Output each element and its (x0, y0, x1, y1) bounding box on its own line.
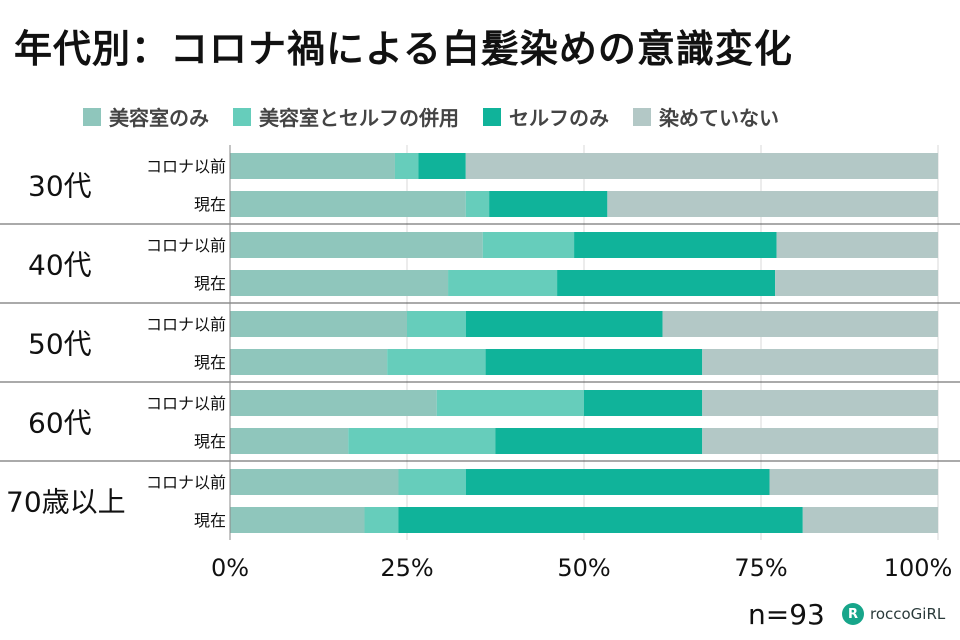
legend-label: 染めていない (659, 106, 779, 130)
group-label: 50代 (28, 328, 92, 361)
bar-segment (230, 311, 407, 337)
bar-segment (398, 507, 803, 533)
row-label: コロナ以前 (146, 157, 226, 176)
bar-segment (775, 270, 938, 296)
bar-segment (574, 232, 777, 258)
bar-segment (398, 469, 466, 495)
group-label: 30代 (28, 170, 92, 203)
bar-segment (702, 390, 938, 416)
bar-segment (702, 349, 938, 375)
row-label: コロナ以前 (146, 236, 226, 255)
bar-segment (702, 428, 938, 454)
bar-segment (230, 349, 388, 375)
x-tick-label: 50% (557, 554, 610, 582)
legend-swatch (83, 107, 101, 126)
bar-segment (489, 191, 608, 217)
legend-swatch (233, 107, 251, 126)
brand-icon: R (842, 603, 864, 625)
chart-title: 年代別：コロナ禍による白髪染めの意識変化 (14, 27, 793, 71)
bar-segment (607, 191, 938, 217)
bar-segment (387, 349, 486, 375)
group-label: 40代 (28, 249, 92, 282)
bar-segment (230, 390, 437, 416)
bar-segment (230, 428, 349, 454)
legend-label: セルフのみ (509, 106, 609, 130)
row-label: コロナ以前 (146, 394, 226, 413)
row-label: 現在 (194, 511, 226, 530)
bar-segment (230, 469, 399, 495)
brand-name: roccoGiRL (870, 605, 946, 623)
legend-item-self-only: セルフのみ (483, 102, 609, 131)
bar-segment (495, 428, 703, 454)
bar-segment (776, 232, 938, 258)
row-label: 現在 (194, 353, 226, 372)
x-tick-label: 75% (734, 554, 787, 582)
bar-segment (230, 270, 449, 296)
row-label: コロナ以前 (146, 315, 226, 334)
bar-segment (230, 507, 365, 533)
bar-segment (407, 311, 466, 337)
group-label: 60代 (28, 407, 92, 440)
legend-label: 美容室のみ (109, 106, 209, 130)
bar-segment (465, 311, 663, 337)
brand-logo: R roccoGiRL (842, 603, 945, 625)
bar-segment (662, 311, 938, 337)
bar-segment (584, 390, 703, 416)
row-label: 現在 (194, 432, 226, 451)
bar-segment (230, 232, 483, 258)
legend: 美容室のみ 美容室とセルフの併用 セルフのみ 染めていない (83, 102, 779, 131)
bar-segment (485, 349, 703, 375)
bar-segment (364, 507, 399, 533)
bar-segment (448, 270, 558, 296)
x-tick-label: 25% (380, 554, 433, 582)
row-label: 現在 (194, 274, 226, 293)
legend-label: 美容室とセルフの併用 (259, 106, 459, 130)
legend-item-salon-and-self: 美容室とセルフの併用 (233, 102, 459, 131)
bar-segment (230, 153, 395, 179)
x-tick-label: 0% (211, 554, 249, 582)
bar-segment (465, 469, 770, 495)
bar-segment (802, 507, 938, 533)
bar-segment (348, 428, 496, 454)
bar-segment (465, 153, 938, 179)
row-label: 現在 (194, 195, 226, 214)
bar-segment (557, 270, 776, 296)
bar-segment (769, 469, 938, 495)
legend-item-not-dyeing: 染めていない (633, 102, 779, 131)
group-label: 70歳以上 (6, 486, 126, 519)
bar-segment (482, 232, 575, 258)
bar-segment (465, 191, 490, 217)
row-label: コロナ以前 (146, 473, 226, 492)
bar-segment (436, 390, 584, 416)
x-tick-label: 100% (884, 554, 953, 582)
legend-item-salon-only: 美容室のみ (83, 102, 209, 131)
legend-swatch (633, 107, 651, 126)
bar-segment (230, 191, 466, 217)
legend-swatch (483, 107, 501, 126)
bar-segment (418, 153, 466, 179)
bar-segment (394, 153, 419, 179)
sample-size-label: n=93 (748, 598, 825, 631)
